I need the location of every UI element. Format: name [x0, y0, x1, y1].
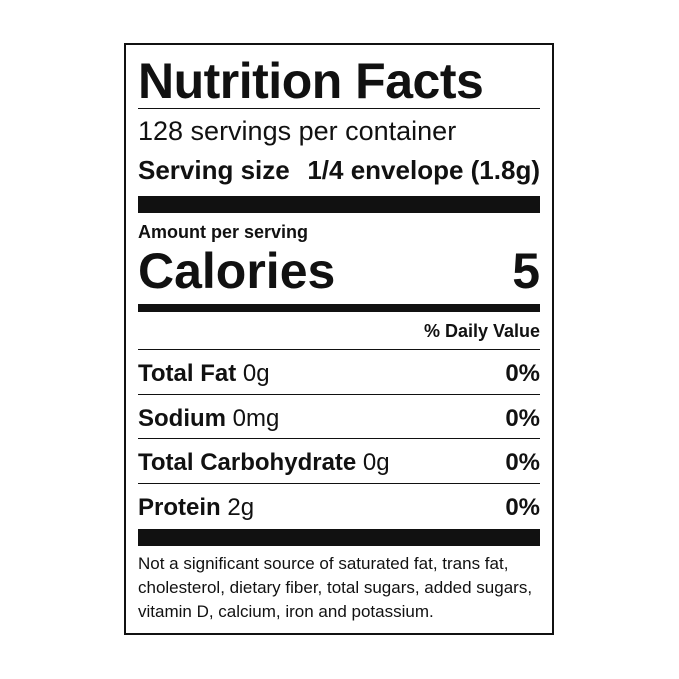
serving-size-label: Serving size	[138, 155, 290, 185]
thick-rule	[138, 529, 540, 546]
nutrient: Total Fat 0g	[138, 356, 270, 392]
nutrient-row: Protein 2g 0%	[138, 490, 540, 526]
nutrition-label: Nutrition Facts 128 servings per contain…	[124, 43, 554, 635]
serving-size-value: 1/4 envelope (1.8g)	[307, 155, 540, 185]
daily-value: 0%	[505, 404, 540, 432]
daily-value: 0%	[505, 493, 540, 521]
thick-rule	[138, 196, 540, 213]
calories-row: Calories 5	[138, 243, 540, 299]
serving-size-row: Serving size 1/4 envelope (1.8g)	[138, 153, 540, 187]
daily-value: 0%	[505, 360, 540, 387]
nutrient-amount: 0g	[362, 449, 390, 476]
nutrient-row: Sodium 0mg 0%	[138, 401, 540, 437]
amount-per-serving: Amount per serving	[138, 222, 309, 242]
nutrient-name: Sodium	[138, 404, 226, 432]
daily-value-header: % Daily Value	[423, 321, 540, 341]
title: Nutrition Facts	[138, 53, 484, 109]
servings: 128 servings per container	[138, 116, 457, 146]
row-rule	[138, 482, 540, 484]
row-rule	[138, 438, 540, 439]
daily-value: 0%	[505, 449, 540, 476]
calories-label: Calories	[138, 243, 336, 299]
nutrient-amount: 0mg	[232, 404, 280, 432]
nutrient: Protein 2g	[138, 490, 254, 526]
nutrient: Total Carbohydrate 0g	[138, 445, 390, 481]
nutrient-name: Protein	[138, 493, 221, 521]
thin-rule	[138, 108, 540, 109]
nutrient-amount: 2g	[227, 493, 255, 521]
nutrient-row: Total Fat 0g 0%	[138, 356, 540, 392]
nutrient-amount: 0g	[242, 360, 270, 387]
row-rule	[138, 393, 540, 395]
nutrient-name: Total Carbohydrate	[138, 449, 357, 476]
nutrient: Sodium 0mg	[138, 401, 279, 437]
calories-value: 5	[512, 243, 540, 299]
nutrient-name: Total Fat	[138, 360, 237, 387]
row-rule	[138, 349, 540, 350]
medium-rule	[138, 304, 540, 312]
footnote: Not a significant source of saturated fa…	[138, 554, 533, 621]
nutrient-row: Total Carbohydrate 0g 0%	[138, 445, 540, 481]
